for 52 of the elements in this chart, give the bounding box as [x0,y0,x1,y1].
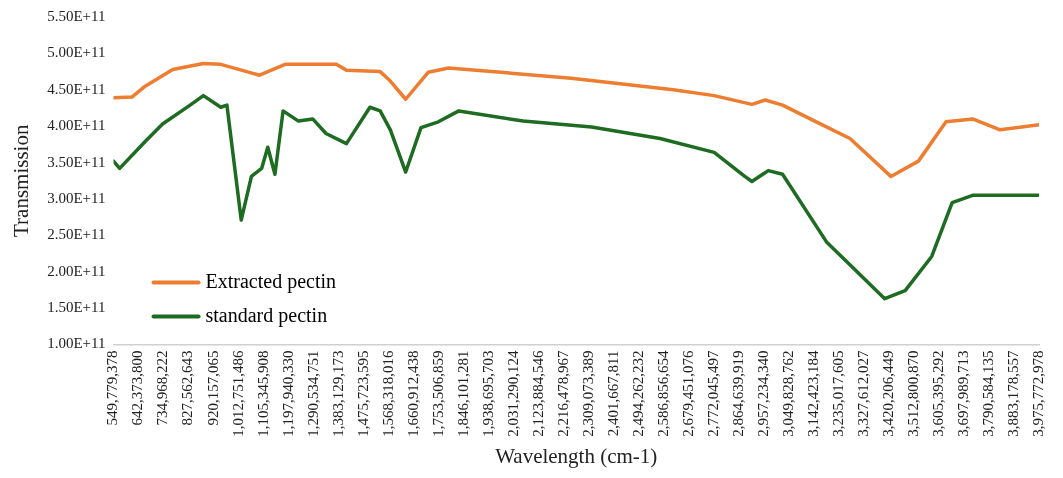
x-tick-label: 734,968,222 [154,350,171,426]
legend-label: Extracted pectin [205,269,337,293]
x-tick-label: 2,494,262,232 [629,350,646,437]
y-tick-label: 3.50E+11 [47,153,106,170]
x-tick-label: 2,679,451,076 [679,350,696,437]
x-tick-label: 920,157,065 [204,350,221,426]
y-tick-label: 4.00E+11 [47,117,106,134]
y-tick-label: 1.00E+11 [47,335,106,352]
x-tick-label: 1,105,345,908 [254,350,271,437]
x-tick-label: 1,012,751,486 [229,350,246,437]
x-tick-label: 3,697,989,713 [954,350,971,437]
y-tick-label: 2.00E+11 [47,262,106,279]
x-tick-label: 3,883,178,557 [1004,350,1021,437]
x-tick-label: 549,779,378 [104,350,121,426]
x-tick-label: 2,957,234,340 [754,350,771,437]
x-tick-label: 3,142,423,184 [804,350,821,437]
x-tick-label: 2,031,290,124 [504,350,521,437]
x-tick-label: 1,660,912,438 [404,350,421,437]
x-tick-label: 3,327,612,027 [854,350,871,437]
y-tick-label: 3.00E+11 [47,189,106,206]
y-axis-title: Transmission [9,124,34,237]
y-tick-label: 1.50E+11 [47,299,106,316]
x-tick-label: 1,383,129,173 [329,350,346,437]
x-tick-label: 3,235,017,605 [829,350,846,437]
x-tick-label: 3,420,206,449 [879,350,896,437]
x-tick-label: 2,216,478,967 [554,350,571,437]
x-tick-label: 3,049,828,762 [779,350,796,437]
y-tick-label: 5.00E+11 [47,44,106,61]
y-tick-label: 4.50E+11 [47,80,106,97]
y-tick-label: 2.50E+11 [47,226,106,243]
x-tick-label: 1,938,695,703 [479,350,496,437]
x-tick-label: 827,562,643 [179,350,196,426]
x-tick-label: 3,790,584,135 [979,350,996,437]
x-tick-label: 2,586,856,654 [654,350,671,437]
x-tick-label: 2,401,667,811 [604,350,621,437]
x-tick-label: 1,197,940,330 [279,350,296,437]
x-tick-label: 2,309,073,389 [579,350,596,437]
x-tick-label: 3,605,395,292 [929,350,946,437]
x-tick-label: 642,373,800 [129,350,146,426]
x-tick-label: 3,975,772,978 [1029,350,1046,437]
x-tick-label: 1,753,506,859 [429,350,446,437]
x-tick-label: 1,290,534,751 [304,350,321,437]
x-tick-label: 1,846,101,281 [454,350,471,437]
x-tick-label: 2,864,639,919 [729,350,746,437]
x-tick-label: 2,772,045,497 [704,350,721,437]
x-tick-label: 2,123,884,546 [529,350,546,437]
x-tick-label: 1,568,318,016 [379,350,396,437]
x-tick-label: 1,475,723,595 [354,350,371,437]
x-tick-label: 3,512,800,870 [904,350,921,437]
x-axis-title: Wavelength (cm-1) [495,443,658,468]
legend-label: standard pectin [205,303,328,327]
y-tick-label: 5.50E+11 [47,7,106,24]
